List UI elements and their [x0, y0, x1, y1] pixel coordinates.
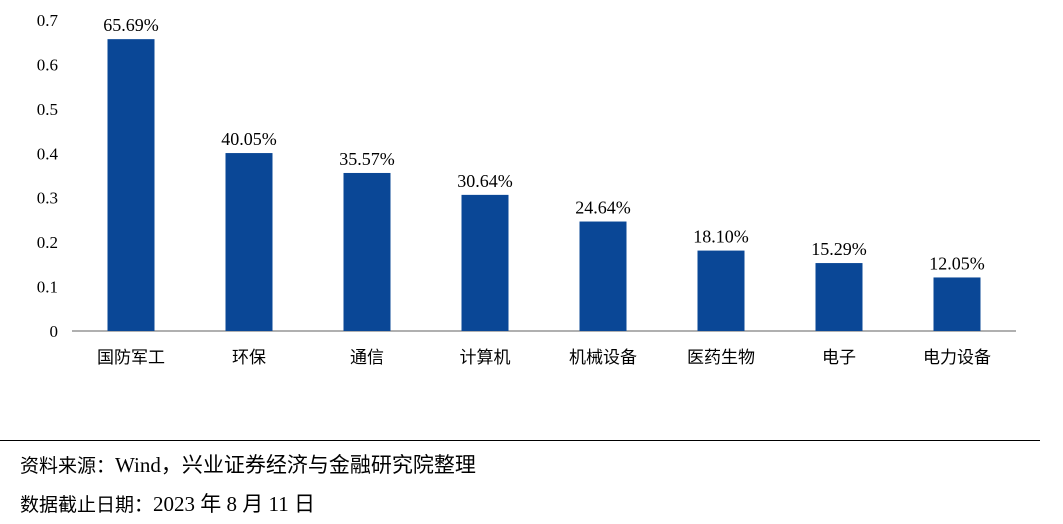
bar-chart: 0 0.1 0.2 0.3 0.4 0.5 0.6 0.7 65.69% 40.05% 35.57…	[37, 11, 1016, 368]
y-axis: 0 0.1 0.2 0.3 0.4 0.5 0.6 0.7	[37, 11, 59, 341]
y-tick-label: 0.6	[37, 55, 58, 74]
bar	[107, 39, 155, 332]
x-tick-label: 国防军工	[97, 348, 165, 368]
bar	[815, 263, 863, 331]
y-tick-label: 0.2	[37, 233, 58, 252]
x-tick-label: 电力设备	[923, 348, 991, 368]
data-label: 18.10%	[693, 227, 749, 247]
bar	[697, 250, 745, 331]
x-tick-label: 机械设备	[569, 348, 637, 368]
data-label: 24.64%	[575, 198, 631, 218]
y-tick-label: 0.4	[37, 144, 59, 163]
data-labels: 65.69% 40.05% 35.57% 30.64% 24.64% 18.10% 15.2…	[103, 15, 985, 273]
cutoff-text: 2023 年 8 月 11 日	[153, 492, 315, 516]
y-tick-label: 0	[50, 322, 59, 341]
bar	[225, 153, 273, 331]
x-tick-label: 计算机	[460, 348, 511, 368]
x-tick-label: 医药生物	[687, 348, 755, 368]
x-tick-label: 环保	[232, 348, 266, 368]
y-tick-label: 0.7	[37, 11, 59, 30]
y-tick-label: 0.3	[37, 189, 58, 208]
x-tick-label: 通信	[350, 348, 384, 368]
data-label: 40.05%	[221, 129, 277, 149]
bar	[461, 194, 509, 331]
bar	[579, 221, 627, 331]
bars	[107, 39, 981, 332]
data-label: 65.69%	[103, 15, 159, 35]
bar	[343, 172, 391, 331]
category-labels: 国防军工 环保 通信 计算机 机械设备 医药生物 电子 电力设备	[97, 348, 991, 368]
cutoff-label: 数据截止日期：	[20, 494, 154, 516]
cutoff-date-note: 数据截止日期：2023 年 8 月 11 日	[20, 488, 315, 518]
footnote-divider	[0, 440, 1040, 441]
source-text: Wind，兴业证券经济与金融研究院整理	[115, 453, 476, 477]
source-note: 资料来源：Wind，兴业证券经济与金融研究院整理	[20, 449, 476, 479]
data-label: 35.57%	[339, 149, 395, 169]
x-tick-label: 电子	[822, 348, 856, 368]
data-label: 15.29%	[811, 239, 867, 259]
source-label: 资料来源：	[20, 455, 116, 477]
y-tick-label: 0.1	[37, 278, 58, 297]
data-label: 30.64%	[457, 171, 513, 191]
data-label: 12.05%	[929, 253, 985, 273]
y-tick-label: 0.5	[37, 100, 58, 119]
bar	[933, 277, 981, 331]
